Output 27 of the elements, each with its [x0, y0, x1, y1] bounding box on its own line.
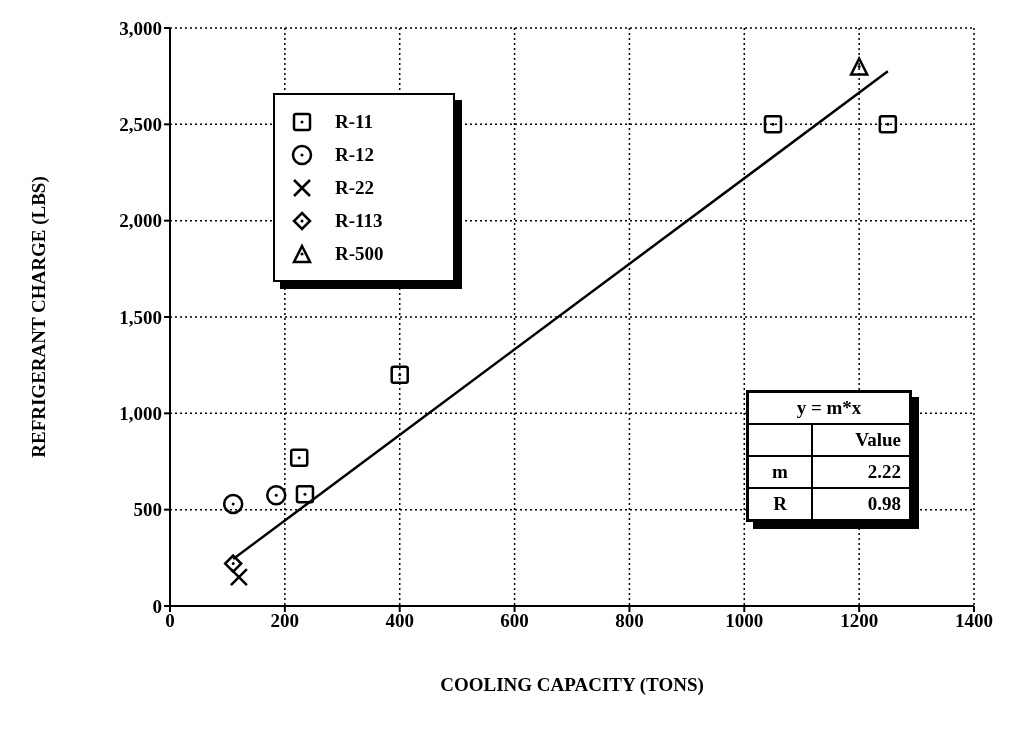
x-tick-label: 1200	[840, 610, 879, 632]
legend-label: R-11	[335, 110, 373, 133]
annotation: R	[747, 488, 812, 521]
y-axis-title: REFRIGERANT CHARGE (LBS)	[27, 176, 50, 458]
y-tick-label: 1,000	[119, 403, 162, 425]
y-tick-label: 2,000	[119, 210, 162, 232]
legend-label: R-22	[335, 176, 375, 199]
y-tick-label: 0	[152, 595, 162, 617]
x-tick-label: 200	[270, 610, 300, 632]
legend-label: R-113	[335, 209, 383, 232]
annotation: 0.98	[812, 488, 911, 521]
annotation: m	[747, 456, 812, 488]
x-tick-label: 400	[385, 610, 414, 632]
x-tick-label: 1400	[955, 610, 993, 632]
annotation: y = m*x	[747, 391, 911, 424]
y-tick-label: 500	[133, 499, 162, 521]
x-axis-title: COOLING CAPACITY (TONS)	[440, 674, 704, 696]
annotation: Value	[812, 424, 911, 456]
annotation: 2.22	[812, 456, 911, 488]
y-tick-label: 3,000	[119, 17, 162, 39]
legend-label: R-12	[335, 143, 375, 166]
y-tick-label: 1,500	[119, 306, 162, 328]
x-tick-label: 800	[615, 610, 644, 632]
y-tick-label: 2,500	[119, 114, 162, 136]
x-tick-label: 1000	[725, 610, 764, 632]
x-tick-label: 600	[500, 610, 529, 632]
legend-label: R-500	[335, 242, 384, 265]
